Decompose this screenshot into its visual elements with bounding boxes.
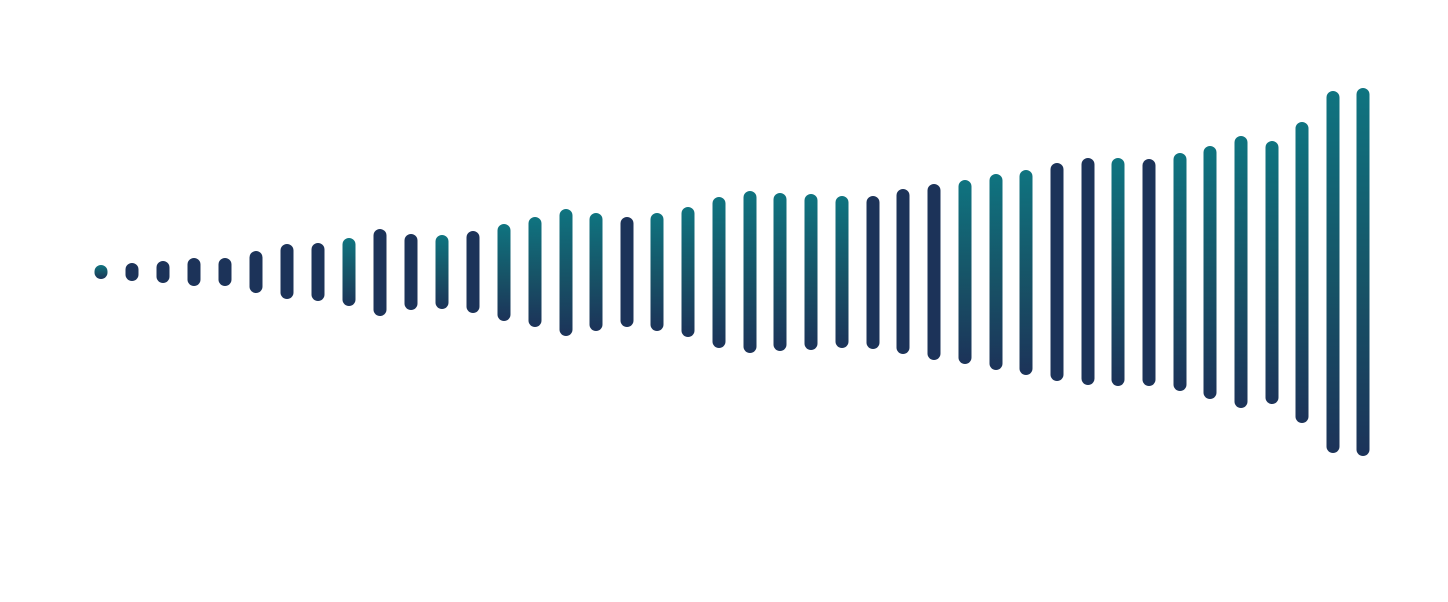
bar	[94, 265, 108, 279]
bar	[1081, 158, 1095, 385]
bar	[280, 244, 294, 299]
bar	[1234, 136, 1248, 408]
bar	[249, 251, 263, 293]
bar	[1142, 159, 1156, 386]
bar	[156, 261, 170, 283]
bar	[1203, 146, 1217, 399]
bars	[94, 88, 1370, 456]
bar	[373, 229, 387, 316]
bar	[1111, 158, 1125, 386]
bar	[620, 217, 634, 327]
bar	[1050, 163, 1064, 381]
bar	[927, 184, 941, 360]
bar	[1173, 153, 1187, 391]
bar	[773, 193, 787, 351]
bar	[681, 207, 695, 337]
bar	[804, 194, 818, 350]
bar	[835, 196, 849, 348]
bar	[589, 213, 603, 331]
bar	[528, 217, 542, 327]
bar	[404, 234, 418, 310]
bar	[866, 196, 880, 349]
bar	[743, 191, 757, 353]
bar	[1295, 122, 1309, 423]
bar	[1019, 170, 1033, 375]
bar	[218, 258, 232, 286]
bar	[1326, 91, 1340, 453]
bar	[1356, 88, 1370, 456]
bar	[958, 180, 972, 364]
bar	[896, 189, 910, 354]
bar	[497, 224, 511, 321]
bar	[989, 174, 1003, 370]
bar	[650, 213, 664, 331]
bar	[1265, 141, 1279, 404]
bar	[712, 197, 726, 348]
bar	[342, 238, 356, 306]
bar	[435, 235, 449, 309]
bar	[311, 243, 325, 301]
bar	[466, 231, 480, 313]
bar	[559, 209, 573, 336]
bar	[187, 258, 201, 286]
bar	[125, 263, 139, 281]
